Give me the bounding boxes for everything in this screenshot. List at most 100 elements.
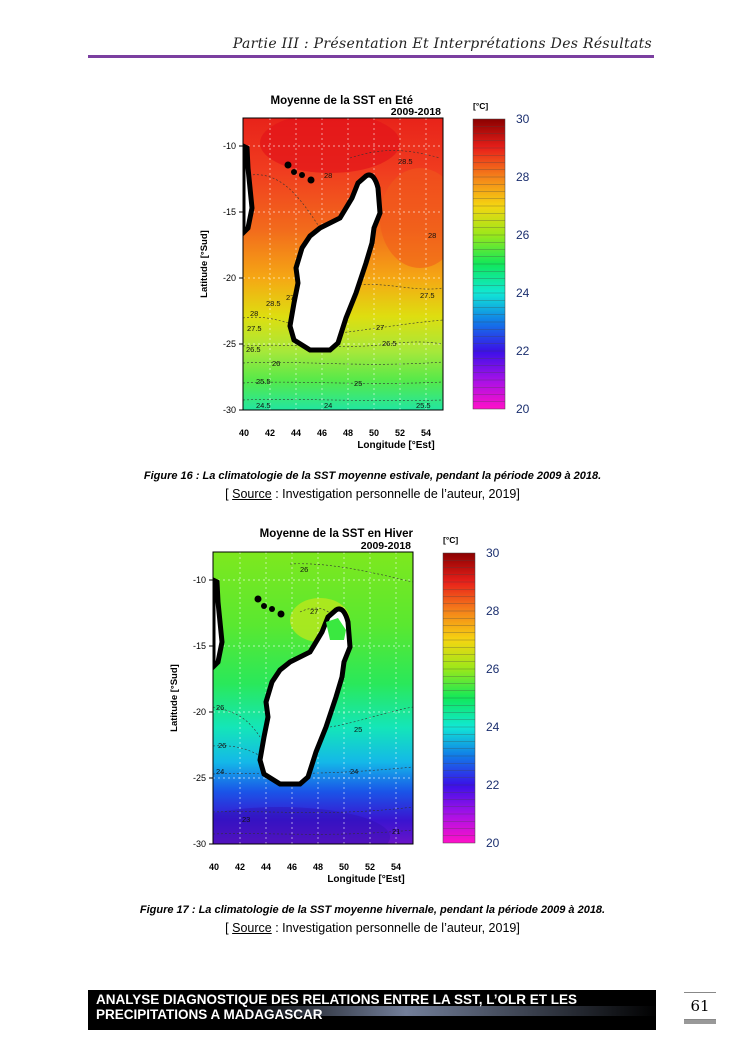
cold-tongue bbox=[213, 807, 390, 844]
y-tick-label: -20 bbox=[223, 273, 236, 283]
contour-label: 28.5 bbox=[398, 157, 413, 166]
contour-label: 24 bbox=[324, 401, 332, 410]
contour-label: 26 bbox=[216, 703, 224, 712]
contour-label: 24.5 bbox=[256, 401, 271, 410]
colorbar-tick-label: 28 bbox=[516, 170, 530, 184]
y-tick-label: -10 bbox=[193, 575, 206, 585]
x-tick-label: 40 bbox=[239, 428, 249, 438]
footer-sweep bbox=[238, 1006, 656, 1016]
x-tick-label: 40 bbox=[209, 862, 219, 872]
colorbar-bands bbox=[473, 126, 505, 402]
colorbar-unit: [°C] bbox=[443, 535, 458, 545]
x-tick-label: 44 bbox=[291, 428, 301, 438]
x-tick-label: 48 bbox=[343, 428, 353, 438]
y-tick-label: -30 bbox=[223, 405, 236, 415]
contour-label: 28 bbox=[324, 171, 332, 180]
x-axis: 40 42 44 46 48 50 52 54 bbox=[239, 428, 431, 438]
x-tick-label: 50 bbox=[339, 862, 349, 872]
colorbar-tick-label: 28 bbox=[486, 604, 500, 618]
contour-label: 27 bbox=[310, 607, 318, 616]
footer-banner: ANALYSE DIAGNOSTIQUE DES RELATIONS ENTRE… bbox=[88, 990, 656, 1030]
contour-label: 25.5 bbox=[256, 377, 271, 386]
x-tick-label: 46 bbox=[317, 428, 327, 438]
contour-label: 27 bbox=[376, 323, 384, 332]
colorbar-tick-label: 20 bbox=[516, 402, 530, 416]
colorbar-tick-label: 22 bbox=[486, 778, 500, 792]
contour-label: 26 bbox=[300, 565, 308, 574]
x-tick-label: 50 bbox=[369, 428, 379, 438]
y-tick-label: -20 bbox=[193, 707, 206, 717]
warm-pool bbox=[260, 118, 400, 173]
map-title: Moyenne de la SST en Eté bbox=[270, 95, 413, 107]
contour-label: 23 bbox=[242, 815, 250, 824]
y-tick-label: -15 bbox=[223, 207, 236, 217]
header-rule bbox=[88, 55, 654, 58]
contour-label: 27.5 bbox=[420, 291, 435, 300]
y-tick-label: -25 bbox=[223, 339, 236, 349]
y-axis-label: Latitude [°Sud] bbox=[199, 230, 210, 298]
contour-label: 26.5 bbox=[382, 339, 397, 348]
colorbar-tick-label: 24 bbox=[516, 286, 530, 300]
colorbar-ticks: 30 28 26 24 22 20 bbox=[486, 546, 500, 850]
y-axis: -10 -15 -20 -25 -30 bbox=[193, 575, 213, 849]
comoros-islands bbox=[284, 161, 315, 184]
contour-label: 26.5 bbox=[246, 345, 261, 354]
x-tick-label: 42 bbox=[265, 428, 275, 438]
figure-17-caption: Figure 17 : La climatologie de la SST mo… bbox=[139, 904, 606, 916]
contour-label: 27 bbox=[286, 293, 294, 302]
contour-label: 24 bbox=[350, 767, 358, 776]
contour-label: 26 bbox=[272, 359, 280, 368]
y-tick-label: -10 bbox=[223, 141, 236, 151]
colorbar-unit: [°C] bbox=[473, 101, 488, 111]
y-tick-label: -15 bbox=[193, 641, 206, 651]
colorbar-tick-label: 30 bbox=[486, 546, 500, 560]
map-title: Moyenne de la SST en Hiver bbox=[260, 528, 414, 540]
colorbar-tick-label: 26 bbox=[486, 662, 500, 676]
map-frame bbox=[212, 551, 414, 845]
contour-label: 28.5 bbox=[266, 299, 281, 308]
x-tick-label: 42 bbox=[235, 862, 245, 872]
y-tick-label: -30 bbox=[193, 839, 206, 849]
comoros-islands bbox=[254, 595, 285, 618]
x-tick-label: 52 bbox=[365, 862, 375, 872]
colorbar-tick-label: 30 bbox=[516, 112, 530, 126]
contour-label: 26 bbox=[218, 741, 226, 750]
map-subtitle: 2009-2018 bbox=[391, 106, 441, 118]
page-number: 61 bbox=[684, 992, 716, 1020]
footer-line-1: ANALYSE DIAGNOSTIQUE DES RELATIONS ENTRE… bbox=[96, 992, 578, 1007]
figure-17-winter-sst-map: Moyenne de la SST en Hiver 2009-2018 bbox=[169, 528, 500, 885]
warm-tongue bbox=[380, 168, 443, 268]
map-subtitle: 2009-2018 bbox=[361, 540, 411, 552]
africa-coast bbox=[213, 577, 225, 671]
x-tick-label: 54 bbox=[391, 862, 401, 872]
contour-label: 24 bbox=[216, 767, 224, 776]
figure-16-caption: Figure 16 : La climatologie de la SST mo… bbox=[143, 470, 602, 482]
x-tick-label: 54 bbox=[421, 428, 431, 438]
contour-labels: 28.5 28 28 27.5 28 28.5 27.5 27 26.5 26 … bbox=[246, 157, 436, 410]
colorbar-ticks: 30 28 26 24 22 20 bbox=[516, 112, 530, 416]
page-number-bar bbox=[684, 1020, 716, 1024]
contour-label: 28 bbox=[250, 309, 258, 318]
north-tip-warm bbox=[326, 618, 346, 640]
madagascar-landmass bbox=[257, 606, 353, 787]
contour-label: 27.5 bbox=[247, 324, 262, 333]
x-tick-label: 52 bbox=[395, 428, 405, 438]
figure-16-source: [ Source : Investigation personnelle de … bbox=[225, 487, 520, 501]
contour-label: 25 bbox=[354, 379, 362, 388]
colorbar-tick-label: 22 bbox=[516, 344, 530, 358]
source-word: Source bbox=[232, 921, 272, 935]
y-axis: -10 -15 -20 -25 -30 bbox=[223, 141, 243, 415]
footer-line-2: PRECIPITATIONS A MADAGASCAR bbox=[96, 1007, 323, 1022]
colorbar-tick-label: 26 bbox=[516, 228, 530, 242]
x-axis: 40 42 44 46 48 50 52 54 bbox=[209, 862, 401, 872]
figure-16-summer-sst-map: Moyenne de la SST en Eté 2009-2018 bbox=[199, 95, 530, 451]
x-axis-label: Longitude [°Est] bbox=[327, 874, 404, 885]
x-tick-label: 48 bbox=[313, 862, 323, 872]
contour-labels: 26 27 26 25 26 24 24 23 21 bbox=[216, 565, 400, 836]
y-tick-label: -25 bbox=[193, 773, 206, 783]
colorbar-tick-label: 24 bbox=[486, 720, 500, 734]
africa-coast bbox=[243, 143, 255, 237]
contour-label: 25 bbox=[354, 725, 362, 734]
y-axis-label: Latitude [°Sud] bbox=[169, 664, 180, 732]
